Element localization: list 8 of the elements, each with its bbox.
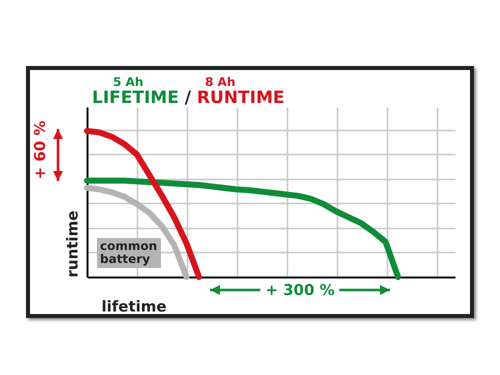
text: 5 Ah [113, 75, 144, 89]
text: + 300 % [260, 281, 340, 299]
chart-title: LIFETIME / RUNTIME [92, 88, 284, 108]
y-axis-title: runtime [64, 210, 82, 278]
text: + 60 % [31, 120, 49, 180]
text: 8 Ah [205, 75, 236, 89]
x-axis-title: lifetime [102, 298, 167, 316]
series-label: common battery [97, 238, 161, 268]
